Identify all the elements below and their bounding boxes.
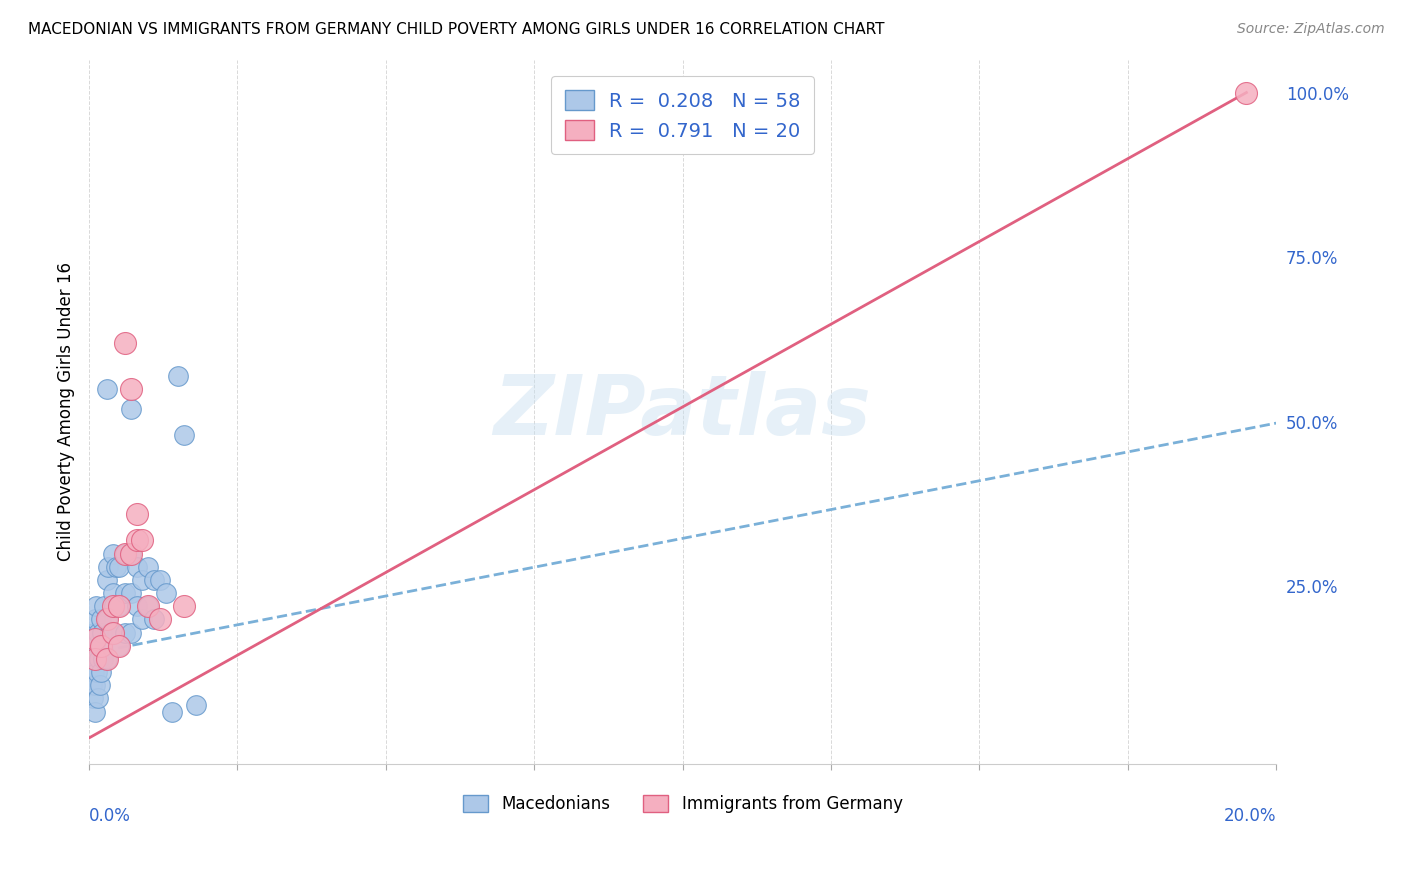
Text: MACEDONIAN VS IMMIGRANTS FROM GERMANY CHILD POVERTY AMONG GIRLS UNDER 16 CORRELA: MACEDONIAN VS IMMIGRANTS FROM GERMANY CH… — [28, 22, 884, 37]
Point — [96, 652, 118, 666]
Point — [93, 599, 115, 614]
Point — [143, 573, 166, 587]
Point — [101, 625, 124, 640]
Text: ZIPatlas: ZIPatlas — [494, 371, 872, 452]
Point — [107, 599, 129, 614]
Point — [1236, 86, 1258, 100]
Point — [83, 625, 105, 640]
Point — [84, 678, 107, 692]
Point — [107, 599, 129, 614]
Point — [155, 586, 177, 600]
Point — [90, 639, 112, 653]
Point — [84, 599, 107, 614]
Point — [149, 573, 172, 587]
Point — [120, 586, 142, 600]
Text: 0.0%: 0.0% — [89, 806, 131, 824]
Point — [86, 665, 108, 679]
Point — [84, 639, 107, 653]
Point — [84, 652, 107, 666]
Y-axis label: Child Poverty Among Girls Under 16: Child Poverty Among Girls Under 16 — [58, 262, 75, 561]
Point — [125, 533, 148, 548]
Point — [80, 678, 103, 692]
Point — [184, 698, 207, 712]
Point — [104, 559, 127, 574]
Point — [103, 599, 125, 614]
Point — [138, 599, 160, 614]
Point — [84, 612, 107, 626]
Point — [101, 625, 124, 640]
Point — [120, 547, 142, 561]
Point — [138, 559, 160, 574]
Point — [125, 507, 148, 521]
Point — [173, 599, 195, 614]
Point — [90, 665, 112, 679]
Point — [131, 573, 153, 587]
Point — [98, 625, 121, 640]
Point — [90, 612, 112, 626]
Point — [84, 652, 107, 666]
Point — [90, 639, 112, 653]
Text: 20.0%: 20.0% — [1223, 806, 1277, 824]
Legend: Macedonians, Immigrants from Germany: Macedonians, Immigrants from Germany — [456, 788, 910, 820]
Point — [91, 652, 114, 666]
Point — [89, 652, 111, 666]
Point — [114, 335, 136, 350]
Point — [96, 652, 118, 666]
Point — [87, 691, 110, 706]
Point — [107, 559, 129, 574]
Point — [114, 547, 136, 561]
Point — [80, 632, 103, 647]
Point — [101, 599, 124, 614]
Point — [114, 547, 136, 561]
Point — [83, 665, 105, 679]
Point — [96, 573, 118, 587]
Point — [80, 652, 103, 666]
Point — [120, 382, 142, 396]
Point — [160, 705, 183, 719]
Point — [114, 625, 136, 640]
Point — [91, 625, 114, 640]
Point — [114, 586, 136, 600]
Point — [87, 625, 110, 640]
Point — [167, 368, 190, 383]
Point — [84, 705, 107, 719]
Point — [138, 599, 160, 614]
Point — [89, 678, 111, 692]
Point — [125, 559, 148, 574]
Point — [96, 612, 118, 626]
Point — [120, 547, 142, 561]
Text: Source: ZipAtlas.com: Source: ZipAtlas.com — [1237, 22, 1385, 37]
Point — [107, 639, 129, 653]
Point — [173, 428, 195, 442]
Point — [107, 639, 129, 653]
Point — [97, 559, 120, 574]
Point — [120, 625, 142, 640]
Point — [101, 586, 124, 600]
Point — [131, 533, 153, 548]
Point — [84, 632, 107, 647]
Point — [149, 612, 172, 626]
Point — [96, 382, 118, 396]
Point — [131, 612, 153, 626]
Point — [82, 691, 104, 706]
Point — [143, 612, 166, 626]
Point — [96, 612, 118, 626]
Point — [120, 401, 142, 416]
Point — [125, 599, 148, 614]
Point — [101, 547, 124, 561]
